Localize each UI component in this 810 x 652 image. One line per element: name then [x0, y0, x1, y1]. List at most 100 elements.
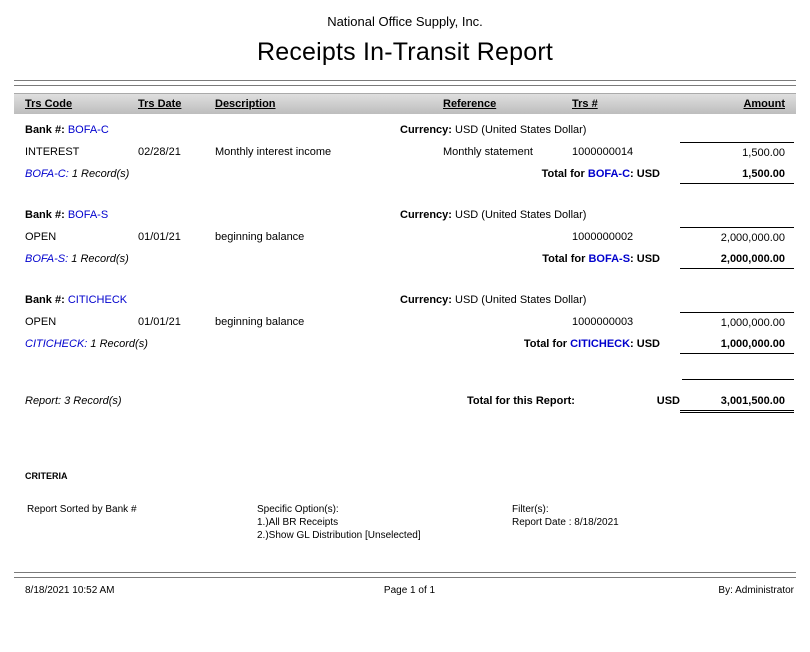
footer-page-number: Page 1 of 1 [383, 585, 436, 596]
bank-number-label: Bank #: [25, 294, 65, 306]
trs-code-cell: INTEREST [25, 146, 80, 158]
currency-info: Currency: USD (United States Dollar) [400, 209, 586, 221]
column-header-description: Description [215, 98, 276, 110]
bank-number-label: Bank #: [25, 124, 65, 136]
group-subtotal-row: BOFA-S: 1 Record(s) Total for BOFA-S: US… [14, 253, 796, 269]
trs-number-cell: 1000000014 [572, 146, 634, 158]
report-records-summary: Report: 3 Record(s) [25, 395, 122, 407]
group-total-amount: 1,000,000.00 [680, 338, 794, 354]
bank-group-bofa-s: Bank #: BOFA-S Currency: USD (United Sta… [14, 209, 796, 269]
criteria-filters: Filter(s): Report Date : 8/18/2021 [512, 503, 796, 542]
group-total-label: Total for BOFA-S: USD [275, 253, 660, 269]
description-cell: beginning balance [215, 231, 305, 243]
report-total-currency: USD [656, 395, 680, 407]
group-records-bank: CITICHECK: [25, 338, 88, 350]
total-for-text: Total for [523, 338, 568, 350]
trs-date-cell: 01/01/21 [138, 231, 181, 243]
group-total-label: Total for BOFA-C: USD [275, 168, 660, 184]
reference-cell: Monthly statement [443, 146, 533, 158]
footer-datetime: 8/18/2021 10:52 AM [25, 585, 115, 596]
currency-info: Currency: USD (United States Dollar) [400, 294, 586, 306]
amount-cell: 2,000,000.00 [680, 227, 794, 244]
criteria-heading: CRITERIA [25, 471, 68, 481]
group-records-summary: BOFA-C: 1 Record(s) [25, 168, 275, 184]
bank-header-row: Bank #: BOFA-C Currency: USD (United Sta… [14, 124, 796, 136]
report-total-rule [682, 379, 794, 380]
criteria-details: Report Sorted by Bank # Specific Option(… [25, 503, 796, 542]
option-all-br-receipts: 1.)All BR Receipts [257, 517, 339, 528]
table-header-row: Trs Code Trs Date Description Reference … [14, 93, 796, 114]
group-total-amount: 2,000,000.00 [680, 253, 794, 269]
option-show-gl-distribution: 2.)Show GL Distribution [Unselected] [257, 530, 421, 541]
bank-header-row: Bank #: CITICHECK Currency: USD (United … [14, 294, 796, 306]
bank-group-citicheck: Bank #: CITICHECK Currency: USD (United … [14, 294, 796, 354]
description-cell: beginning balance [215, 316, 305, 328]
report-total-row: Report: 3 Record(s) Total for this Repor… [14, 395, 796, 413]
group-records-summary: BOFA-S: 1 Record(s) [25, 253, 275, 269]
trs-date-cell: 01/01/21 [138, 316, 181, 328]
trs-number-cell: 1000000002 [572, 231, 634, 243]
currency-value: USD (United States Dollar) [455, 209, 587, 221]
footer-user: By: Administrator [718, 585, 794, 596]
group-total-label: Total for CITICHECK: USD [275, 338, 660, 354]
currency-label: Currency: [400, 124, 452, 136]
total-for-text: Total for [541, 168, 585, 180]
amount-cell: 1,000,000.00 [680, 312, 794, 329]
total-currency-suffix: : USD [630, 168, 660, 180]
filters-label: Filter(s): [512, 504, 549, 515]
top-divider [14, 80, 796, 86]
group-total-bank-code: BOFA-C [587, 168, 631, 180]
report-total-label-group: Total for this Report: USD [467, 395, 680, 413]
transaction-row: OPEN 01/01/21 beginning balance 10000000… [14, 312, 796, 329]
column-header-trs-number: Trs # [572, 98, 598, 110]
group-total-bank-code: BOFA-S [588, 253, 631, 265]
total-currency-suffix: : USD [630, 253, 660, 265]
reference-cell [443, 227, 572, 244]
transaction-row: OPEN 01/01/21 beginning balance 10000000… [14, 227, 796, 244]
currency-value: USD (United States Dollar) [455, 294, 587, 306]
trs-number-cell: 1000000003 [572, 316, 634, 328]
bank-code: BOFA-S [67, 209, 109, 221]
bank-group-bofa-c: Bank #: BOFA-C Currency: USD (United Sta… [14, 124, 796, 184]
amount-cell: 1,500.00 [680, 142, 794, 159]
specific-options-label: Specific Option(s): [257, 504, 339, 515]
currency-value: USD (United States Dollar) [455, 124, 587, 136]
report-total-label: Total for this Report: [467, 395, 575, 407]
group-subtotal-row: CITICHECK: 1 Record(s) Total for CITICHE… [14, 338, 796, 354]
column-header-amount: Amount [743, 98, 785, 110]
reference-cell [443, 312, 572, 329]
trs-code-cell: OPEN [25, 231, 57, 243]
bank-code: BOFA-C [67, 124, 109, 136]
criteria-section: CRITERIA Report Sorted by Bank # Specifi… [14, 471, 796, 542]
report-total-amount: 3,001,500.00 [680, 395, 794, 413]
column-header-trs-date: Trs Date [138, 98, 182, 110]
transaction-row: INTEREST 02/28/21 Monthly interest incom… [14, 142, 796, 159]
trs-date-cell: 02/28/21 [138, 146, 181, 158]
page-footer: 8/18/2021 10:52 AM Page 1 of 1 By: Admin… [14, 578, 796, 596]
report-page: National Office Supply, Inc. Receipts In… [14, 14, 796, 596]
criteria-sorted-by: Report Sorted by Bank # [27, 504, 137, 515]
column-header-reference: Reference [443, 98, 497, 110]
page-title: Receipts In-Transit Report [256, 38, 554, 66]
group-records-count: 1 Record(s) [71, 168, 130, 180]
description-cell: Monthly interest income [215, 146, 332, 158]
column-header-trs-code: Trs Code [25, 98, 73, 110]
currency-label: Currency: [400, 294, 452, 306]
total-for-text: Total for [542, 253, 586, 265]
group-records-bank: BOFA-S: [25, 253, 69, 265]
trs-code-cell: OPEN [25, 316, 57, 328]
bank-header-row: Bank #: BOFA-S Currency: USD (United Sta… [14, 209, 796, 221]
criteria-specific-options: Specific Option(s): 1.)All BR Receipts 2… [257, 503, 512, 542]
group-records-bank: BOFA-C: [25, 168, 69, 180]
group-records-count: 1 Record(s) [90, 338, 148, 350]
group-records-count: 1 Record(s) [71, 253, 129, 265]
bank-number-label: Bank #: [25, 209, 65, 221]
total-currency-suffix: : USD [630, 338, 660, 350]
group-subtotal-row: BOFA-C: 1 Record(s) Total for BOFA-C: US… [14, 168, 796, 184]
filter-report-date: Report Date : 8/18/2021 [512, 517, 619, 528]
bank-code: CITICHECK [67, 294, 128, 306]
group-records-summary: CITICHECK: 1 Record(s) [25, 338, 275, 354]
group-total-bank-code: CITICHECK [570, 338, 631, 350]
currency-label: Currency: [400, 209, 452, 221]
company-name: National Office Supply, Inc. [327, 14, 483, 29]
